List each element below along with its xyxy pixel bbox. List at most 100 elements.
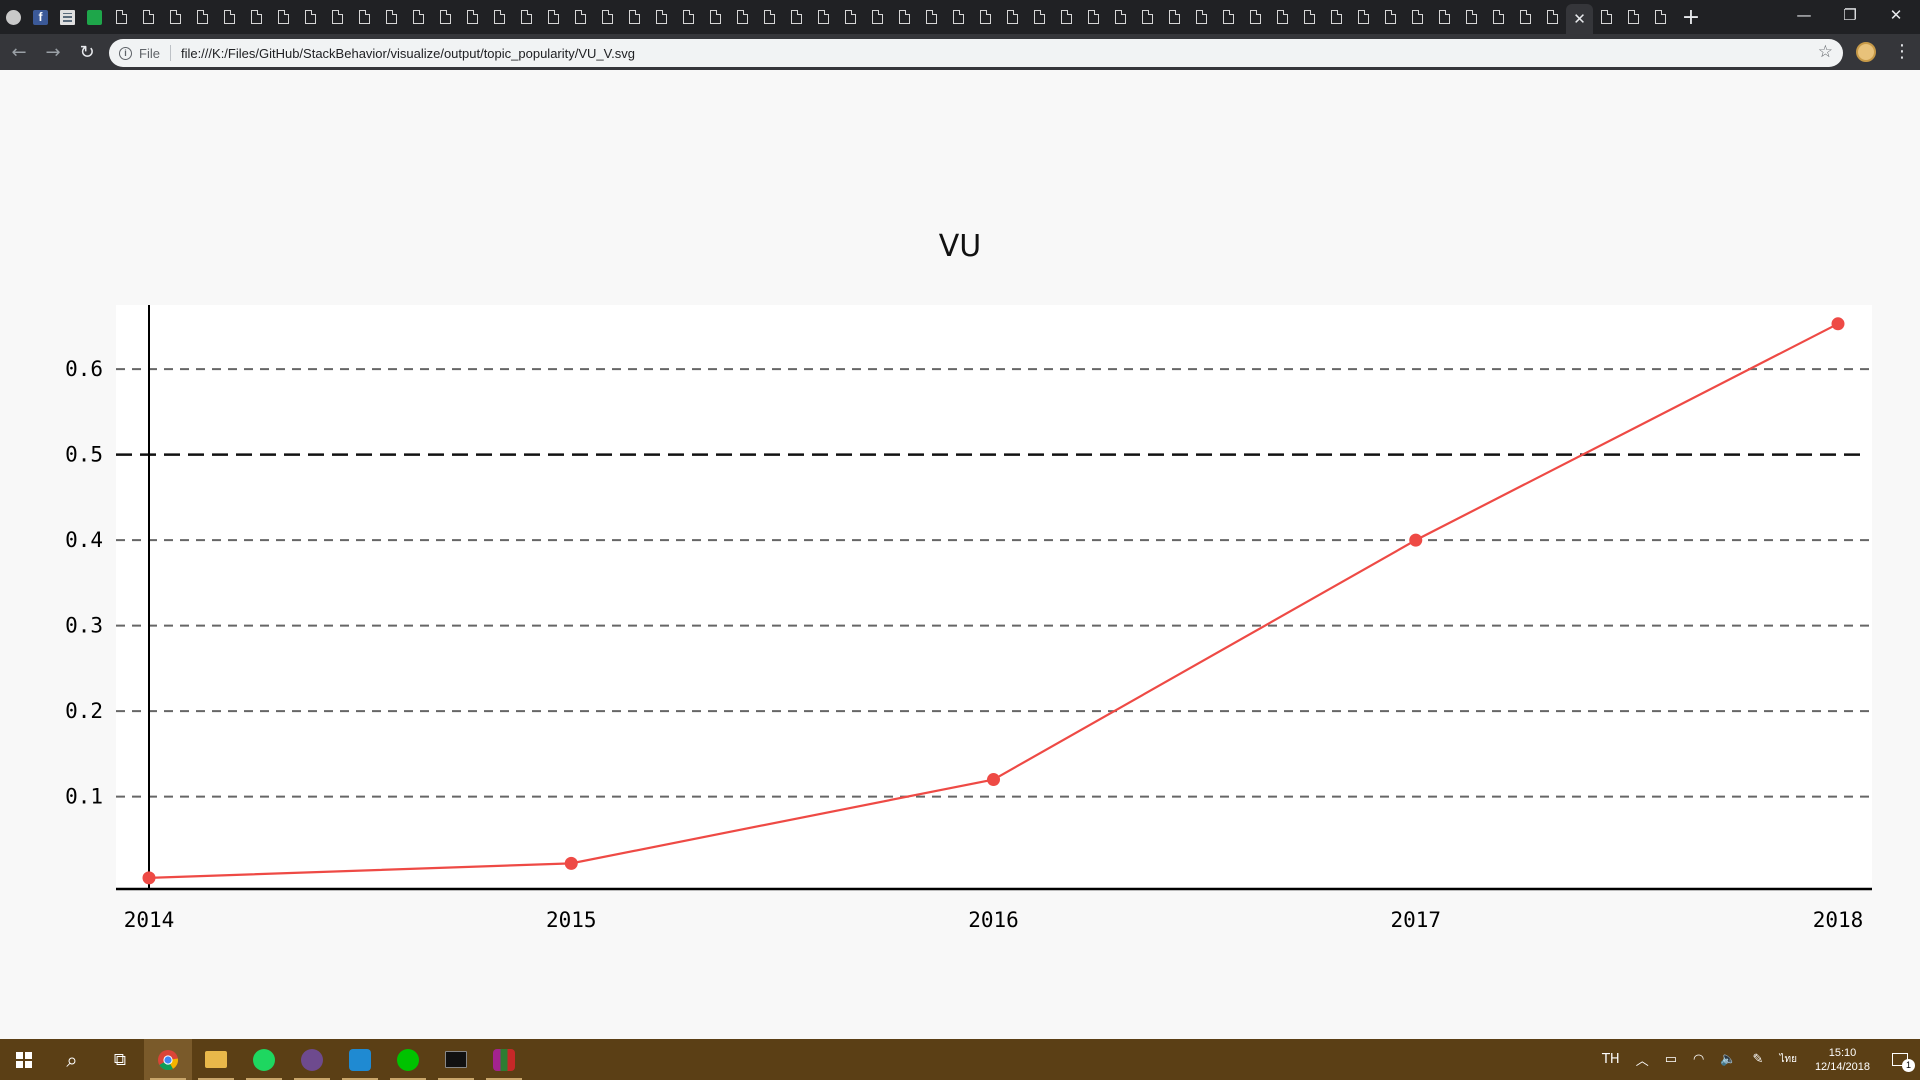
task-view-button[interactable]: ⧉ bbox=[96, 1039, 144, 1080]
new-tab-button[interactable]: + bbox=[1681, 4, 1701, 30]
tab-document-37[interactable] bbox=[1080, 0, 1107, 34]
tab-document-right-2[interactable] bbox=[1620, 0, 1647, 34]
close-icon[interactable]: ✕ bbox=[1573, 10, 1586, 28]
tab-document-15[interactable] bbox=[486, 0, 513, 34]
pen-icon[interactable]: ✎ bbox=[1752, 1052, 1764, 1067]
start-button[interactable] bbox=[0, 1039, 48, 1080]
clock[interactable]: 15:10 12/14/2018 bbox=[1805, 1046, 1880, 1074]
menu-icon[interactable]: ⋮ bbox=[1893, 41, 1911, 62]
document-icon bbox=[629, 9, 641, 24]
tab-document-3[interactable] bbox=[162, 0, 189, 34]
tab-document-8[interactable] bbox=[297, 0, 324, 34]
tab-document-11[interactable] bbox=[378, 0, 405, 34]
tab-document-13[interactable] bbox=[432, 0, 459, 34]
tab-document-30[interactable] bbox=[891, 0, 918, 34]
tab-document-39[interactable] bbox=[1134, 0, 1161, 34]
tab-document-34[interactable] bbox=[999, 0, 1026, 34]
tab-document-17[interactable] bbox=[540, 0, 567, 34]
tab-document-41[interactable] bbox=[1188, 0, 1215, 34]
tab-document-31[interactable] bbox=[918, 0, 945, 34]
back-button[interactable]: ← bbox=[4, 37, 34, 67]
document-icon bbox=[1358, 9, 1370, 24]
tab-document-28[interactable] bbox=[837, 0, 864, 34]
battery-icon[interactable]: ▭ bbox=[1664, 1052, 1678, 1067]
tab-document-50[interactable] bbox=[1431, 0, 1458, 34]
tab-document-14[interactable] bbox=[459, 0, 486, 34]
search-button[interactable]: ⌕ bbox=[48, 1039, 96, 1080]
tab-document-29[interactable] bbox=[864, 0, 891, 34]
taskbar-spotify[interactable] bbox=[240, 1039, 288, 1080]
tab-document-35[interactable] bbox=[1026, 0, 1053, 34]
tab-document-38[interactable] bbox=[1107, 0, 1134, 34]
tab-document-18[interactable] bbox=[567, 0, 594, 34]
tab-document-32[interactable] bbox=[945, 0, 972, 34]
tab-document-48[interactable] bbox=[1377, 0, 1404, 34]
tab-document-53[interactable] bbox=[1512, 0, 1539, 34]
minimize-button[interactable]: — bbox=[1796, 6, 1812, 24]
tab-document-40[interactable] bbox=[1161, 0, 1188, 34]
tab-facebook[interactable]: f bbox=[27, 0, 54, 34]
tab-document-49[interactable] bbox=[1404, 0, 1431, 34]
tab-document-33[interactable] bbox=[972, 0, 999, 34]
tab-github[interactable] bbox=[0, 0, 27, 34]
taskbar-winrar[interactable] bbox=[480, 1039, 528, 1080]
tab-document-23[interactable] bbox=[702, 0, 729, 34]
tab-document-21[interactable] bbox=[648, 0, 675, 34]
tab-document-26[interactable] bbox=[783, 0, 810, 34]
tab-document-42[interactable] bbox=[1215, 0, 1242, 34]
tab-document-52[interactable] bbox=[1485, 0, 1512, 34]
tab-document-22[interactable] bbox=[675, 0, 702, 34]
forward-button[interactable]: → bbox=[38, 37, 68, 67]
tab-document-4[interactable] bbox=[189, 0, 216, 34]
tab-document-19[interactable] bbox=[594, 0, 621, 34]
tab-green[interactable] bbox=[81, 0, 108, 34]
tab-document-45[interactable] bbox=[1296, 0, 1323, 34]
tab-document-44[interactable] bbox=[1269, 0, 1296, 34]
wifi-icon[interactable]: ◠ bbox=[1693, 1052, 1705, 1067]
tab-docs[interactable] bbox=[54, 0, 81, 34]
taskbar-terminal[interactable] bbox=[432, 1039, 480, 1080]
notifications-button[interactable]: 1 bbox=[1880, 1039, 1920, 1080]
profile-avatar[interactable] bbox=[1856, 42, 1876, 62]
address-bar[interactable]: i File file:///K:/Files/GitHub/StackBeha… bbox=[109, 39, 1843, 67]
tab-document-20[interactable] bbox=[621, 0, 648, 34]
info-icon[interactable]: i bbox=[119, 46, 132, 60]
tab-document-46[interactable] bbox=[1323, 0, 1350, 34]
reload-button[interactable]: ↻ bbox=[72, 37, 102, 67]
star-icon[interactable]: ☆ bbox=[1817, 42, 1833, 62]
tab-document-10[interactable] bbox=[351, 0, 378, 34]
restore-button[interactable]: ❐ bbox=[1843, 6, 1857, 24]
url-text[interactable]: file:///K:/Files/GitHub/StackBehavior/vi… bbox=[180, 45, 635, 61]
tab-active[interactable]: ✕ bbox=[1566, 4, 1593, 34]
tab-document-54[interactable] bbox=[1539, 0, 1566, 34]
tab-document-43[interactable] bbox=[1242, 0, 1269, 34]
chevron-up-icon[interactable]: ︿ bbox=[1635, 1054, 1649, 1069]
tab-document-9[interactable] bbox=[324, 0, 351, 34]
volume-icon[interactable]: 🔈 bbox=[1720, 1052, 1737, 1067]
tab-document-7[interactable] bbox=[270, 0, 297, 34]
tab-document-27[interactable] bbox=[810, 0, 837, 34]
tab-document-1[interactable] bbox=[108, 0, 135, 34]
taskbar-vscode[interactable] bbox=[336, 1039, 384, 1080]
facebook-icon: f bbox=[33, 9, 48, 25]
input-method-icon[interactable]: ไทย bbox=[1779, 1054, 1797, 1065]
tab-document-51[interactable] bbox=[1458, 0, 1485, 34]
tab-document-12[interactable] bbox=[405, 0, 432, 34]
taskbar-chrome[interactable] bbox=[144, 1039, 192, 1080]
tab-document-25[interactable] bbox=[756, 0, 783, 34]
tab-document-2[interactable] bbox=[135, 0, 162, 34]
close-window-button[interactable]: ✕ bbox=[1889, 6, 1903, 24]
document-icon bbox=[1250, 9, 1262, 24]
tab-document-right-1[interactable] bbox=[1593, 0, 1620, 34]
tab-document-5[interactable] bbox=[216, 0, 243, 34]
tab-document-24[interactable] bbox=[729, 0, 756, 34]
tab-document-36[interactable] bbox=[1053, 0, 1080, 34]
tab-document-6[interactable] bbox=[243, 0, 270, 34]
tab-document-right-3[interactable] bbox=[1647, 0, 1674, 34]
language-indicator[interactable]: TH bbox=[1601, 1052, 1620, 1067]
tab-document-47[interactable] bbox=[1350, 0, 1377, 34]
taskbar-file-explorer[interactable] bbox=[192, 1039, 240, 1080]
tab-document-16[interactable] bbox=[513, 0, 540, 34]
taskbar-line[interactable] bbox=[384, 1039, 432, 1080]
taskbar-github-desktop[interactable] bbox=[288, 1039, 336, 1080]
